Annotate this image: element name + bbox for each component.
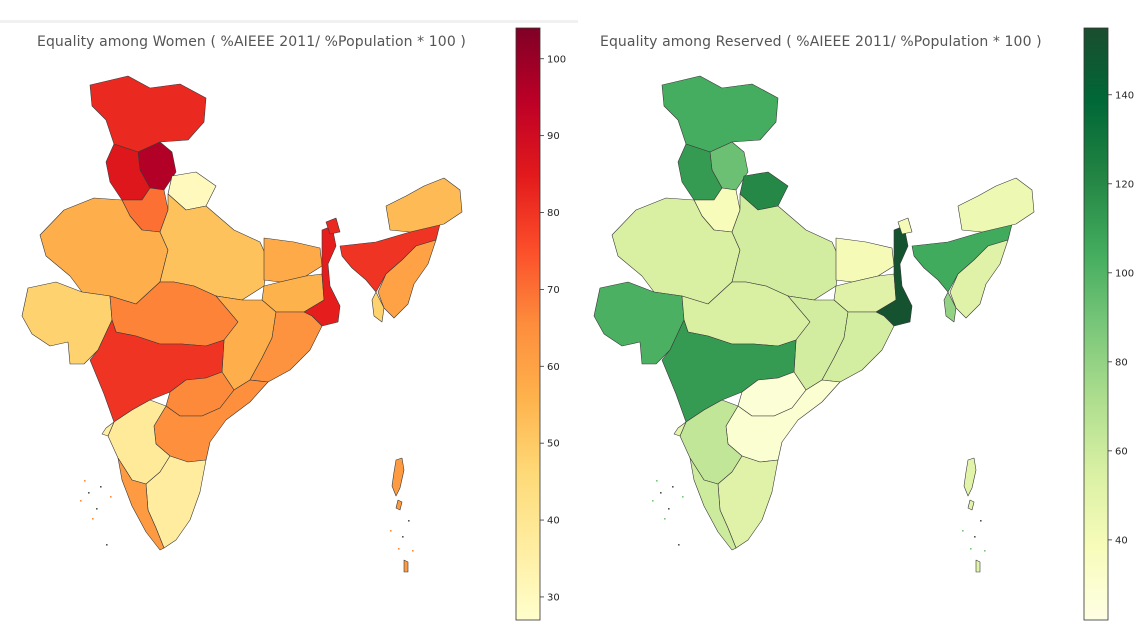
state-region-wb	[875, 225, 913, 327]
island-dot	[92, 518, 94, 520]
island-dot	[656, 480, 658, 482]
state-region-kl	[117, 457, 165, 551]
state-region-od	[249, 311, 323, 383]
colorbar-tick-label: 90	[547, 131, 560, 142]
reserved-colorbar: 40 60 80 100 120 140	[1083, 27, 1134, 621]
island-dot	[96, 508, 98, 510]
colorbar-tick-label: 40	[547, 516, 560, 527]
state-region-ar	[957, 177, 1035, 233]
island-dot	[100, 486, 102, 488]
island-dot	[962, 530, 964, 532]
island-dot	[970, 548, 972, 550]
island-dot	[652, 500, 654, 502]
state-region-ne	[377, 239, 437, 319]
island-dot	[682, 496, 684, 498]
island-dot	[110, 496, 112, 498]
state-region-jk	[89, 75, 207, 153]
island-dot	[390, 530, 392, 532]
island-dot	[974, 536, 976, 538]
colorbar-tick-label: 50	[547, 439, 560, 450]
state-region-wb	[303, 225, 341, 327]
women-map-panel: Equality among Women ( %AIEEE 2011/ %Pop…	[21, 27, 566, 621]
island-dot	[678, 544, 680, 546]
state-region-jk	[661, 75, 779, 153]
reserved-map-title: Equality among Reserved ( %AIEEE 2011/ %…	[600, 34, 1042, 50]
colorbar-tick-label: 120	[1115, 179, 1134, 190]
colorbar-gradient	[515, 27, 541, 621]
state-region-gj	[21, 281, 113, 365]
island-dot	[412, 550, 414, 552]
island-dot	[84, 480, 86, 482]
women-colorbar: 30 40 50 60 70 80 90 100	[515, 27, 566, 621]
top-divider	[0, 20, 578, 23]
state-region-od	[821, 311, 895, 383]
state-region-an	[963, 457, 981, 573]
reserved-map-panel: Equality among Reserved ( %AIEEE 2011/ %…	[572, 0, 1144, 628]
island-dot	[664, 518, 666, 520]
colorbar-tick-label: 80	[547, 208, 560, 219]
state-region-an	[391, 457, 409, 573]
colorbar-tick-label: 70	[547, 285, 560, 296]
state-region-ga	[101, 421, 115, 437]
island-dot	[408, 520, 410, 522]
state-region-ne	[949, 239, 1009, 319]
colorbar-tick-label: 140	[1115, 90, 1134, 101]
island-dot	[106, 544, 108, 546]
colorbar-tick-label: 80	[1115, 357, 1128, 368]
colorbar-tick-label: 60	[1115, 446, 1128, 457]
women-choropleth-map	[21, 75, 463, 573]
state-region-tr	[371, 291, 385, 323]
island-dot	[668, 508, 670, 510]
state-region-ar	[385, 177, 463, 233]
island-dot	[984, 550, 986, 552]
state-region-gj	[593, 281, 685, 365]
island-dot	[980, 520, 982, 522]
state-region-tr	[943, 291, 957, 323]
island-dot	[660, 492, 662, 494]
colorbar-tick-label: 30	[547, 592, 560, 603]
island-dot	[398, 548, 400, 550]
reserved-choropleth-map	[593, 75, 1035, 573]
colorbar-tick-label: 40	[1115, 535, 1128, 546]
women-map-title: Equality among Women ( %AIEEE 2011/ %Pop…	[37, 34, 466, 50]
island-dot	[88, 492, 90, 494]
colorbar-gradient	[1083, 27, 1109, 621]
island-dot	[402, 536, 404, 538]
state-region-kl	[689, 457, 737, 551]
island-dot	[672, 486, 674, 488]
state-region-ga	[673, 421, 687, 437]
colorbar-tick-label: 100	[547, 54, 566, 65]
state-region-sk	[325, 217, 341, 235]
colorbar-tick-label: 100	[1115, 268, 1134, 279]
colorbar-tick-label: 60	[547, 362, 560, 373]
state-region-sk	[897, 217, 913, 235]
island-dot	[80, 500, 82, 502]
